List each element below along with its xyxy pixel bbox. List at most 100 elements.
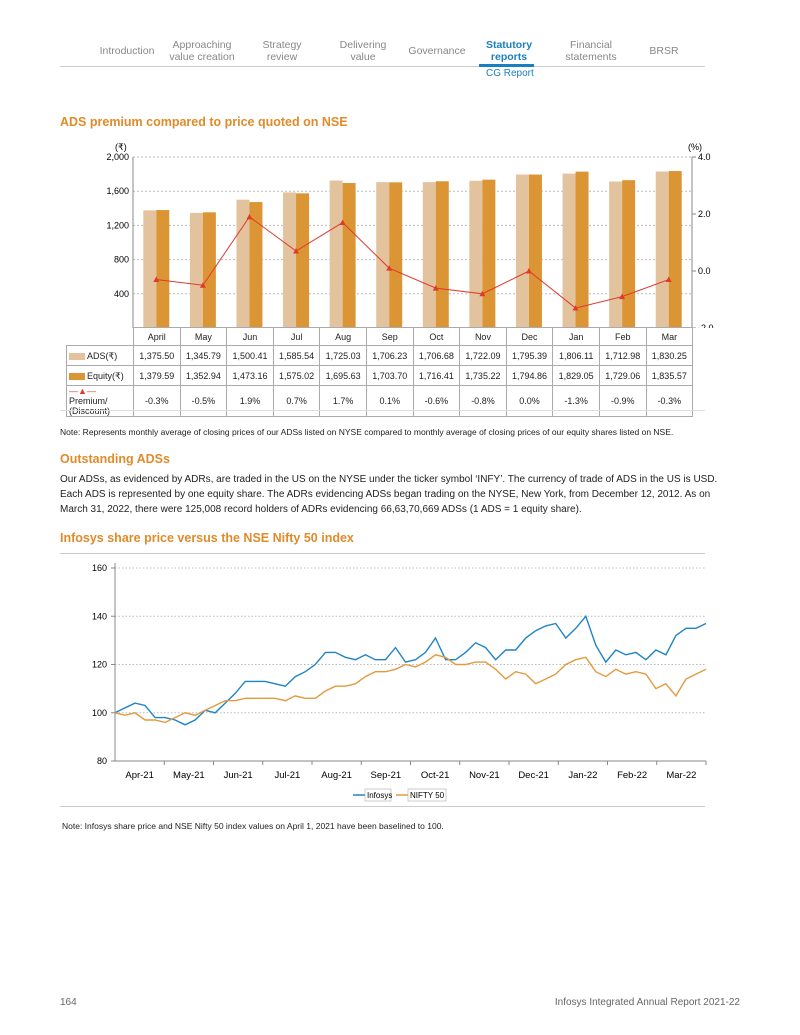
table-cell: 1,729.06 <box>598 365 647 386</box>
table-month-header: Sep <box>365 327 414 346</box>
nav-governance[interactable]: Governance <box>408 45 466 57</box>
left-tick-label: 2,000 <box>106 152 129 162</box>
table-cell: 1,706.23 <box>365 345 414 366</box>
table-cell: 0.1% <box>365 385 414 417</box>
ads-label: ADS(₹) <box>87 350 118 361</box>
x-tick-label: Jul-21 <box>274 770 300 781</box>
section-title-share-price: Infosys share price versus the NSE Nifty… <box>60 531 354 545</box>
nav-delivering-value[interactable]: Delivering value <box>339 39 387 63</box>
nav-introduction[interactable]: Introduction <box>99 45 155 57</box>
ads-bar <box>376 182 390 328</box>
chart-bottom-rule <box>60 410 705 411</box>
right-tick-label: 0.0 <box>698 266 711 276</box>
legend-box <box>407 788 447 802</box>
table-cell: -0.5% <box>179 385 228 417</box>
table-cell: 1,712.98 <box>598 345 647 366</box>
table-cell: 1,829.05 <box>552 365 600 386</box>
report-title: Infosys Integrated Annual Report 2021-22 <box>554 997 740 1008</box>
ads-legend-swatch <box>69 352 85 360</box>
equity-bar <box>435 181 449 328</box>
row-label-ads: ADS(₹) <box>66 345 134 366</box>
nav-strategy-review[interactable]: Strategy review <box>262 39 302 63</box>
legend-box <box>364 788 392 802</box>
table-cell: 1,706.68 <box>412 345 461 366</box>
x-tick-label: Oct-21 <box>421 770 450 781</box>
table-cell: 1,575.02 <box>272 365 321 386</box>
table-cell: 1,794.86 <box>505 365 554 386</box>
chart2-bottom-rule <box>60 806 705 807</box>
nav-brsr[interactable]: BRSR <box>649 45 679 57</box>
equity-bar <box>296 193 310 328</box>
premium-point <box>246 213 253 220</box>
table-month-header: Oct <box>412 327 461 346</box>
table-cell: 1,352.94 <box>179 365 228 386</box>
table-month-header: Dec <box>505 327 554 346</box>
table-cell: 0.7% <box>272 385 321 417</box>
nav-financial-statements[interactable]: Financial statements <box>565 39 617 63</box>
table-month-header: Jan <box>552 327 600 346</box>
equity-bar <box>482 179 496 328</box>
premium-point <box>339 219 346 226</box>
y-tick-label: 160 <box>92 563 107 573</box>
y-tick-label: 100 <box>92 708 107 718</box>
nav-sub-cg-report[interactable]: CG Report <box>486 68 534 79</box>
equity-label: Equity(₹) <box>87 370 124 381</box>
table-cell: 1,703.70 <box>365 365 414 386</box>
nav-statutory-reports[interactable]: Statutory reports <box>485 39 533 63</box>
x-tick-label: Apr-21 <box>125 770 154 781</box>
equity-bar <box>528 174 542 328</box>
section-title-ads-premium: ADS premium compared to price quoted on … <box>60 115 348 129</box>
premium-point <box>386 265 393 271</box>
table-cell: -0.9% <box>598 385 647 417</box>
equity-bar <box>249 202 263 328</box>
equity-bar <box>156 210 170 328</box>
table-cell: 1,722.09 <box>459 345 507 366</box>
table-cell: 1,375.50 <box>133 345 181 366</box>
table-cell: 1,345.79 <box>179 345 228 366</box>
x-tick-label: Feb-22 <box>617 770 647 781</box>
nifty-line <box>114 654 707 724</box>
table-cell: 1,500.41 <box>226 345 274 366</box>
table-month-header: Jun <box>226 327 274 346</box>
ads-bar <box>283 192 297 328</box>
ads-bar <box>143 210 157 328</box>
legend-label: NIFTY 50 <box>410 791 445 800</box>
left-axis-unit: (₹) <box>115 142 127 152</box>
premium-point <box>432 285 439 291</box>
premium-point <box>199 282 206 288</box>
right-tick-label: -2.0 <box>698 323 714 328</box>
table-corner <box>66 327 134 346</box>
row-label-premium: —▲—Premium/ (Discount) <box>66 385 134 417</box>
ads-bar <box>515 174 529 328</box>
y-tick-label: 140 <box>92 611 107 621</box>
premium-point <box>293 248 300 254</box>
ads-premium-chart: (₹) (%) 2,000 1,600 1,200 800 400 4.0 2.0 0.0 -2.0 <box>106 142 714 328</box>
y-tick-label: 80 <box>97 756 107 766</box>
table-cell: 1,695.63 <box>319 365 367 386</box>
table-cell: 1.9% <box>226 385 274 417</box>
table-cell: 1.7% <box>319 385 367 417</box>
table-cell: 1,585.54 <box>272 345 321 366</box>
top-navigation: Introduction Approaching value creation … <box>60 36 700 66</box>
table-cell: 1,830.25 <box>645 345 694 366</box>
left-tick-label: 800 <box>114 255 129 265</box>
table-month-header: Aug <box>319 327 367 346</box>
premium-point <box>665 276 672 283</box>
table-month-header: Jul <box>272 327 321 346</box>
section-title-outstanding-ads: Outstanding ADSs <box>60 452 170 466</box>
table-month-header: May <box>179 327 228 346</box>
row-label-equity: Equity(₹) <box>66 365 134 386</box>
x-tick-label: Sep-21 <box>371 770 402 781</box>
right-axis-unit: (%) <box>688 142 702 152</box>
ads-note: Note: Represents monthly average of clos… <box>60 427 674 437</box>
ads-bar <box>329 180 343 328</box>
premium-line <box>156 216 669 309</box>
ads-bar <box>469 180 483 328</box>
legend-label: Infosys <box>367 791 392 800</box>
x-tick-label: Aug-21 <box>321 770 352 781</box>
nav-approaching-value-creation[interactable]: Approaching value creation <box>169 39 235 63</box>
x-tick-label: Mar-22 <box>666 770 696 781</box>
table-month-header: Feb <box>598 327 647 346</box>
premium-label: Premium/ (Discount) <box>69 396 111 416</box>
premium-point <box>153 276 160 283</box>
